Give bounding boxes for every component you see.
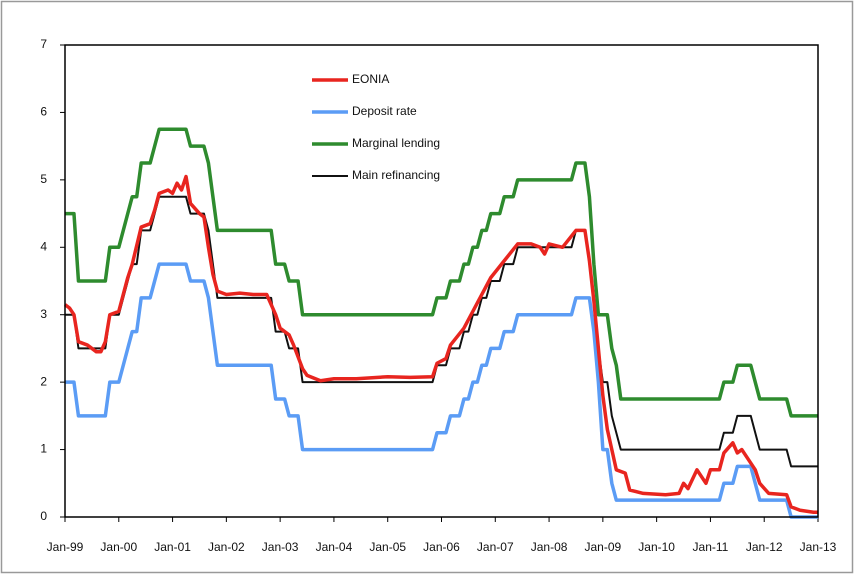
series-line — [63, 174, 818, 515]
x-tick-label: Jan-12 — [746, 540, 783, 554]
plot-frame — [64, 44, 819, 518]
x-tick-label: Jan-06 — [423, 540, 460, 554]
y-tick-label: 6 — [40, 105, 47, 119]
x-tick-label: Jan-11 — [693, 540, 729, 554]
x-tick-label: Jan-07 — [477, 540, 514, 554]
x-tick-label: Jan-13 — [800, 540, 837, 554]
x-tick-label: Jan-05 — [369, 540, 406, 554]
x-tick-label: Jan-02 — [208, 540, 245, 554]
x-tick-label: Jan-08 — [531, 540, 568, 554]
y-tick-label: 1 — [40, 442, 47, 456]
series-line — [65, 127, 818, 418]
x-tick-label: Jan-10 — [638, 540, 675, 554]
y-tick-label: 3 — [40, 307, 47, 321]
y-tick-label: 2 — [40, 374, 47, 388]
y-tick-label: 0 — [40, 509, 47, 523]
series-line — [65, 195, 818, 468]
x-tick-label: Jan-09 — [585, 540, 622, 554]
x-tick-label: Jan-03 — [262, 540, 299, 554]
x-tick-label: Jan-04 — [316, 540, 353, 554]
y-tick-label: 5 — [40, 172, 47, 186]
legend-label: Deposit rate — [352, 104, 417, 118]
legend-label: Marginal lending — [352, 136, 440, 150]
y-tick-label: 4 — [40, 239, 47, 253]
legend-label: EONIA — [352, 72, 389, 86]
x-tick-label: Jan-99 — [47, 540, 84, 554]
legend-label: Main refinancing — [352, 168, 440, 182]
x-tick-label: Jan-01 — [154, 540, 191, 554]
y-tick-label: 7 — [40, 37, 47, 51]
series-line — [65, 262, 818, 519]
x-tick-label: Jan-00 — [100, 540, 137, 554]
